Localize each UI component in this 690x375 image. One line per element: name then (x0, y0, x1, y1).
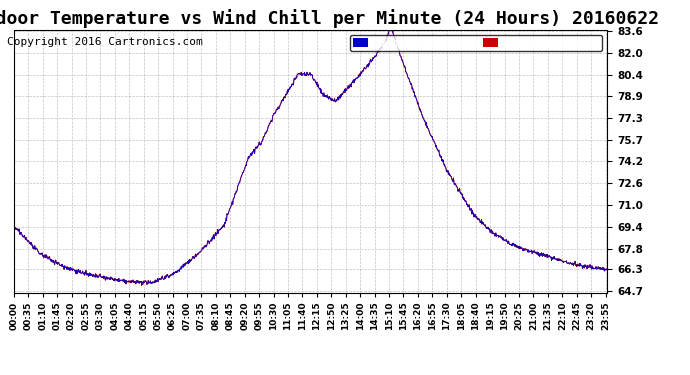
Wind Chill (°F) (127, 278, 135, 283)
Temperature (°F) (142, 280, 150, 284)
Text: Copyright 2016 Cartronics.com: Copyright 2016 Cartronics.com (7, 37, 203, 47)
Temperature (°F) (387, 23, 395, 28)
Temperature (°F) (208, 237, 217, 242)
Temperature (°F) (533, 252, 542, 257)
Wind Chill (°F) (387, 23, 395, 28)
Wind Chill (°F) (137, 283, 146, 288)
Line: Wind Chill (°F): Wind Chill (°F) (14, 26, 607, 285)
Temperature (°F) (404, 75, 412, 79)
Legend: Wind Chill (°F), Temperature (°F): Wind Chill (°F), Temperature (°F) (351, 35, 602, 51)
Temperature (°F) (137, 283, 146, 288)
Wind Chill (°F) (481, 222, 489, 227)
Temperature (°F) (481, 222, 489, 227)
Temperature (°F) (603, 267, 611, 272)
Wind Chill (°F) (404, 75, 412, 79)
Temperature (°F) (127, 278, 135, 283)
Wind Chill (°F) (142, 280, 150, 284)
Line: Temperature (°F): Temperature (°F) (14, 26, 607, 285)
Temperature (°F) (10, 224, 18, 228)
Wind Chill (°F) (10, 224, 18, 228)
Wind Chill (°F) (603, 267, 611, 272)
Wind Chill (°F) (533, 252, 542, 257)
Wind Chill (°F) (208, 237, 217, 242)
Title: Outdoor Temperature vs Wind Chill per Minute (24 Hours) 20160622: Outdoor Temperature vs Wind Chill per Mi… (0, 9, 658, 28)
